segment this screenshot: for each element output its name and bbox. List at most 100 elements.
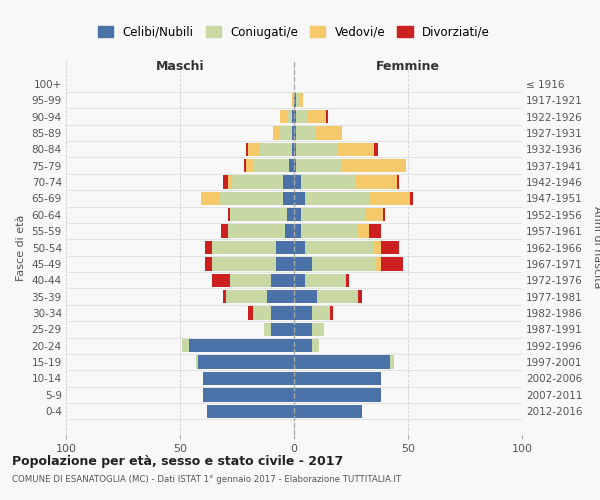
Bar [312, 322, 323, 336]
Bar [223, 176, 228, 188]
Bar [294, 339, 312, 352]
Bar [356, 176, 397, 188]
Bar [294, 372, 380, 385]
Bar [205, 241, 212, 254]
Bar [358, 290, 362, 304]
Bar [296, 126, 314, 140]
Bar [374, 142, 379, 156]
Text: Popolazione per età, sesso e stato civile - 2017: Popolazione per età, sesso e stato civil… [12, 455, 343, 468]
Bar [346, 274, 349, 287]
Bar [226, 290, 266, 304]
Bar [228, 224, 285, 238]
Bar [228, 208, 230, 222]
Y-axis label: Fasce di età: Fasce di età [16, 214, 26, 280]
Bar [223, 290, 226, 304]
Bar [317, 290, 358, 304]
Bar [301, 208, 365, 222]
Bar [365, 208, 383, 222]
Bar [294, 306, 312, 320]
Bar [292, 110, 294, 123]
Bar [196, 356, 198, 369]
Bar [280, 126, 292, 140]
Bar [294, 241, 305, 254]
Bar [248, 306, 253, 320]
Bar [358, 224, 369, 238]
Bar [246, 142, 248, 156]
Bar [283, 176, 294, 188]
Bar [212, 274, 230, 287]
Bar [203, 372, 294, 385]
Bar [314, 126, 342, 140]
Bar [301, 224, 358, 238]
Bar [203, 388, 294, 402]
Bar [285, 224, 294, 238]
Bar [232, 176, 283, 188]
Bar [312, 339, 319, 352]
Bar [299, 94, 303, 107]
Bar [294, 176, 301, 188]
Bar [276, 257, 294, 270]
Bar [326, 110, 328, 123]
Y-axis label: Anni di nascita: Anni di nascita [592, 206, 600, 289]
Bar [228, 176, 232, 188]
Bar [271, 306, 294, 320]
Bar [212, 241, 276, 254]
Bar [294, 257, 312, 270]
Bar [294, 142, 296, 156]
Bar [294, 126, 296, 140]
Bar [294, 110, 296, 123]
Bar [271, 322, 294, 336]
Bar [294, 404, 362, 418]
Bar [294, 208, 301, 222]
Bar [198, 356, 294, 369]
Bar [296, 142, 337, 156]
Bar [305, 241, 374, 254]
Bar [276, 241, 294, 254]
Bar [410, 192, 413, 205]
Bar [208, 404, 294, 418]
Bar [221, 224, 228, 238]
Bar [292, 126, 294, 140]
Bar [296, 159, 342, 172]
Bar [369, 192, 410, 205]
Bar [212, 257, 276, 270]
Bar [274, 126, 280, 140]
Bar [397, 176, 399, 188]
Bar [294, 224, 301, 238]
Bar [230, 208, 287, 222]
Bar [289, 159, 294, 172]
Bar [383, 208, 385, 222]
Bar [296, 94, 299, 107]
Bar [294, 356, 390, 369]
Bar [294, 290, 317, 304]
Bar [294, 388, 380, 402]
Bar [260, 142, 292, 156]
Bar [342, 159, 406, 172]
Bar [294, 274, 305, 287]
Bar [265, 322, 271, 336]
Text: COMUNE DI ESANATOGLIA (MC) - Dati ISTAT 1° gennaio 2017 - Elaborazione TUTTITALI: COMUNE DI ESANATOGLIA (MC) - Dati ISTAT … [12, 475, 401, 484]
Bar [280, 110, 287, 123]
Bar [292, 94, 294, 107]
Bar [305, 274, 346, 287]
Bar [380, 241, 399, 254]
Bar [283, 192, 294, 205]
Bar [292, 142, 294, 156]
Bar [253, 159, 289, 172]
Text: Femmine: Femmine [376, 60, 440, 73]
Bar [266, 290, 294, 304]
Bar [294, 192, 305, 205]
Bar [200, 192, 219, 205]
Bar [308, 110, 326, 123]
Bar [253, 306, 271, 320]
Bar [205, 257, 212, 270]
Bar [390, 356, 394, 369]
Bar [294, 159, 296, 172]
Bar [301, 176, 356, 188]
Bar [271, 274, 294, 287]
Bar [248, 142, 260, 156]
Bar [312, 257, 376, 270]
Bar [305, 192, 369, 205]
Bar [337, 142, 374, 156]
Bar [294, 94, 296, 107]
